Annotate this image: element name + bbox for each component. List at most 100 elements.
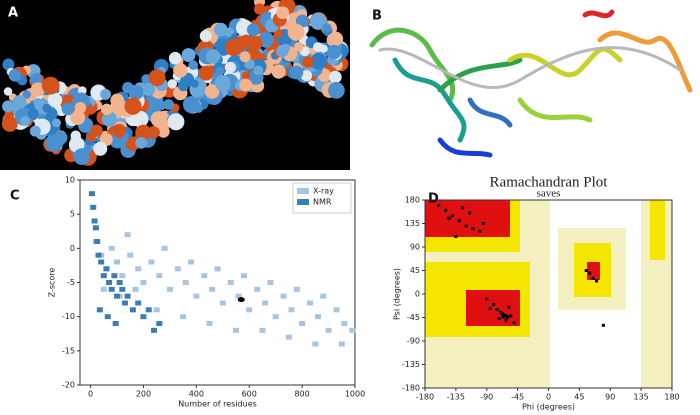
point xyxy=(193,293,200,299)
point xyxy=(92,225,99,231)
surface-atom xyxy=(1,115,18,132)
point xyxy=(219,300,226,306)
x-tick-label: 0 xyxy=(546,393,551,402)
point xyxy=(95,252,102,258)
surface-atom xyxy=(42,103,52,113)
surface-atom xyxy=(289,65,304,80)
surface-atom xyxy=(47,92,63,108)
surface-atom xyxy=(329,70,342,84)
point xyxy=(201,273,208,279)
point xyxy=(505,314,509,318)
point xyxy=(507,305,511,309)
point xyxy=(233,327,240,333)
surface-atom xyxy=(274,29,283,38)
point xyxy=(325,327,332,333)
panel-label: D xyxy=(428,192,439,207)
point xyxy=(492,302,496,306)
y-axis-label: Z-score xyxy=(48,268,57,298)
surface-atom xyxy=(199,30,212,43)
point xyxy=(509,314,513,318)
point xyxy=(485,297,489,301)
surface-atom xyxy=(295,14,309,28)
surface-atom xyxy=(246,23,260,37)
point xyxy=(299,321,306,326)
point xyxy=(135,266,142,272)
point xyxy=(497,317,501,321)
surface-atom xyxy=(110,93,125,108)
surface-atom xyxy=(287,23,305,41)
surface-atom xyxy=(142,82,156,96)
y-tick-label: 45 xyxy=(410,266,420,275)
point xyxy=(341,321,348,326)
surface-atom xyxy=(2,58,15,71)
point xyxy=(145,307,152,313)
surface-atom xyxy=(215,66,225,76)
surface-atom xyxy=(148,69,166,87)
surface-atom xyxy=(319,44,328,53)
surface-atom xyxy=(177,80,189,92)
surface-atom xyxy=(22,90,31,99)
point xyxy=(447,216,451,220)
x-tick-label: 800 xyxy=(294,390,309,399)
point xyxy=(259,327,266,333)
point xyxy=(94,239,101,244)
point xyxy=(288,307,295,313)
point xyxy=(148,259,155,265)
point xyxy=(595,279,599,283)
point xyxy=(437,203,441,207)
surface-atom xyxy=(135,137,148,149)
point xyxy=(267,280,274,285)
x-tick-label: -45 xyxy=(511,393,524,402)
point xyxy=(116,280,123,285)
point xyxy=(285,334,292,340)
point xyxy=(156,273,163,279)
point xyxy=(349,327,356,333)
point xyxy=(88,191,95,197)
surface-atom xyxy=(2,100,15,113)
point xyxy=(132,286,139,292)
surface-atom xyxy=(181,48,196,62)
point xyxy=(108,245,115,251)
surface-atom xyxy=(112,123,127,138)
point xyxy=(180,314,187,320)
surface-atom xyxy=(101,111,118,127)
surface-atom xyxy=(328,31,344,46)
surface-atom xyxy=(241,71,251,81)
surface-atom xyxy=(20,115,31,126)
surface-atom xyxy=(326,44,342,60)
surface-atom xyxy=(330,85,341,95)
surface-atom xyxy=(198,65,214,81)
surface-atom xyxy=(224,61,236,74)
surface-atom xyxy=(205,49,221,64)
surface-atom xyxy=(232,36,248,52)
point xyxy=(457,219,461,223)
x-tick-label: -135 xyxy=(447,393,465,402)
point xyxy=(161,245,168,251)
surface-atom xyxy=(214,22,228,37)
point xyxy=(119,286,126,292)
point xyxy=(104,314,111,320)
point xyxy=(209,286,216,292)
x-tick-label: 1000 xyxy=(345,390,365,399)
point xyxy=(135,300,142,306)
point xyxy=(206,321,213,326)
surface-atom xyxy=(167,79,178,89)
point xyxy=(495,308,499,312)
point xyxy=(471,227,475,231)
y-tick-label: 0 xyxy=(70,244,75,253)
surface-atom xyxy=(74,101,87,114)
y-tick-label: -45 xyxy=(407,313,420,322)
point xyxy=(338,341,345,347)
x-tick-label: 600 xyxy=(242,390,257,399)
y-tick-label: -135 xyxy=(402,360,420,369)
point xyxy=(129,307,136,313)
y-tick-label: 180 xyxy=(405,196,420,205)
surface-atom xyxy=(100,88,112,100)
surface-render xyxy=(1,0,349,166)
surface-atom xyxy=(271,64,286,79)
x-axis-label: Number of residues xyxy=(178,400,257,409)
point xyxy=(140,280,147,285)
x-axis-label: Phi (degrees) xyxy=(522,403,575,412)
surface-atom xyxy=(167,113,185,131)
point xyxy=(584,269,588,272)
